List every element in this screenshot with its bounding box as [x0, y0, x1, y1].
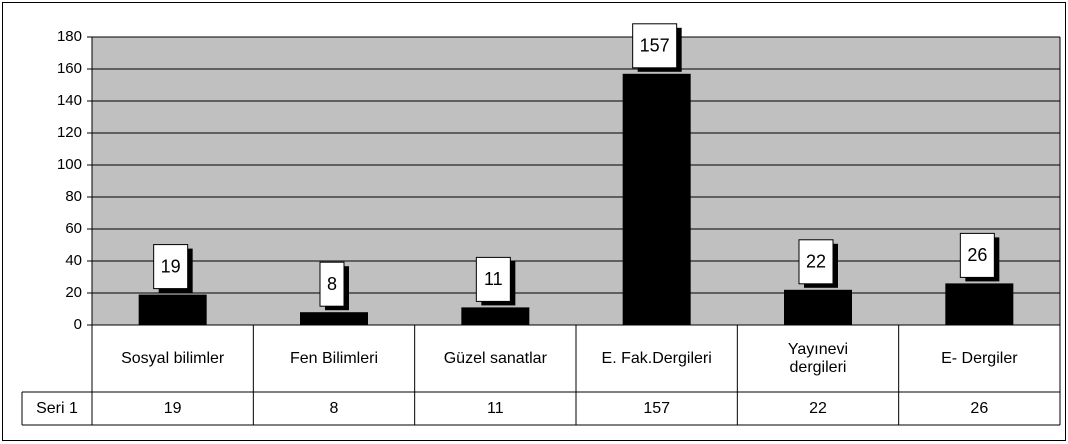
bar: [945, 283, 1014, 325]
table-value: 157: [643, 399, 671, 417]
x-tick-label: Sosyal bilimler: [121, 349, 225, 367]
y-tick-label: 60: [65, 220, 82, 237]
table-value: 11: [487, 399, 504, 417]
bar: [461, 307, 530, 325]
bar: [784, 289, 852, 325]
data-label: 22: [806, 252, 826, 272]
bar: [300, 312, 368, 325]
y-tick-label: 120: [57, 124, 82, 141]
x-tick-label: Fen Bilimleri: [289, 349, 378, 367]
label-box: [475, 256, 511, 302]
x-tick-label: E- Dergiler: [941, 349, 1018, 367]
y-tick-label: 80: [65, 188, 82, 205]
label-box: [632, 23, 678, 69]
data-label: 8: [327, 274, 337, 294]
y-tick-label: 100: [57, 156, 82, 173]
y-tick-label: 180: [57, 28, 82, 45]
x-tick-label: Güzel sanatlar: [443, 349, 547, 367]
y-tick-label: 20: [65, 284, 82, 301]
data-label: 11: [484, 269, 503, 289]
data-label: 157: [640, 36, 670, 56]
x-tick-label: E. Fak.Dergileri: [601, 349, 712, 367]
bar: [622, 73, 691, 325]
label-box: [798, 239, 834, 285]
y-tick-label: 40: [65, 252, 82, 269]
label-box: [153, 244, 189, 290]
x-tick-label: Yayınevi dergileri: [787, 340, 849, 376]
legend-entry: Seri 1: [36, 399, 78, 417]
table-value: 19: [163, 399, 182, 417]
table-value: 8: [329, 399, 339, 417]
y-tick-label: 160: [57, 60, 82, 77]
bar: [138, 294, 207, 325]
y-tick-label: 140: [57, 92, 82, 109]
table-value: 22: [809, 399, 827, 417]
table-value: 26: [970, 399, 989, 417]
data-label: 19: [161, 256, 181, 276]
y-tick-label: 0: [74, 316, 82, 333]
label-box: [959, 232, 995, 278]
label-box: [319, 261, 345, 307]
data-label: 26: [967, 245, 987, 265]
plot-area: [92, 37, 1060, 325]
